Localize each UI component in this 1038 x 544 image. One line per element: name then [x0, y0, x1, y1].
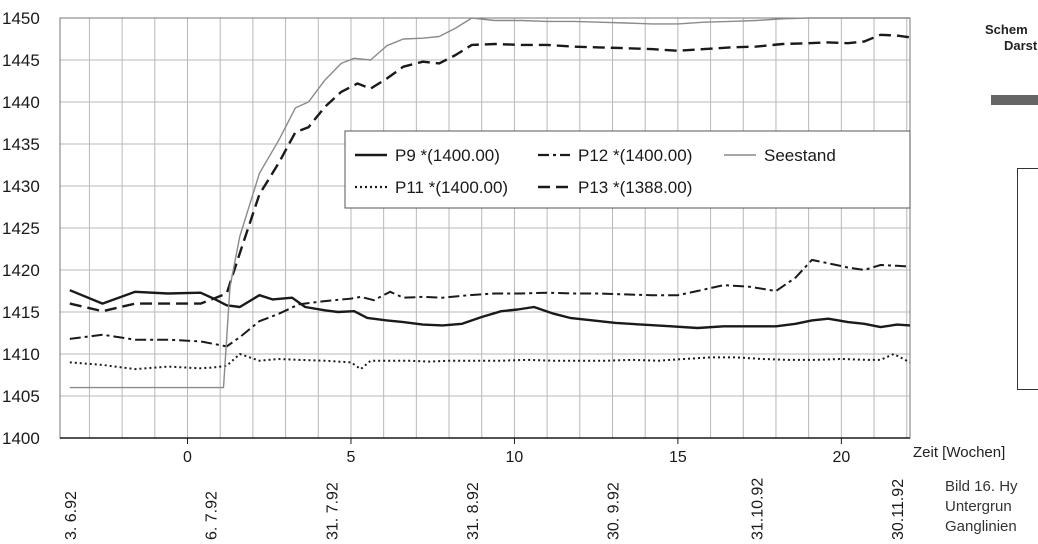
y-tick-label: 1415 — [2, 303, 40, 322]
caption-line-1: Bild 16. Hy — [945, 478, 1018, 495]
date-label: 6. 7.92 — [203, 491, 220, 540]
side-heading-line2: Darst — [1004, 38, 1038, 53]
y-tick-label: 1410 — [2, 345, 40, 364]
date-label: 3. 6.92 — [63, 491, 80, 540]
series-line — [69, 289, 911, 330]
date-label: 31.10.92 — [749, 478, 766, 540]
series-line — [69, 33, 911, 313]
chart-legend: P9 *(1400.00) P12 *(1400.00) Seestand P11 *… — [344, 130, 911, 209]
caption-line-2: Untergrun — [945, 498, 1012, 515]
side-heading-line1: Schem — [985, 22, 1028, 37]
chart-axes: 1400 1405 1410 1415 1420 1425 1430 1435 1440 1445… — [2, 9, 911, 466]
series-line — [69, 353, 911, 371]
y-tick-label: 1425 — [2, 219, 40, 238]
date-label: 31. 7.92 — [324, 482, 341, 540]
y-tick-label: 1405 — [2, 387, 40, 406]
legend-label: P12 *(1400.00) — [578, 146, 692, 165]
date-label: 30. 9.92 — [606, 482, 623, 540]
date-label: 30.11.92 — [890, 479, 907, 540]
y-tick-label: 1420 — [2, 261, 40, 280]
y-tick-label: 1450 — [2, 9, 40, 28]
legend-label: P9 *(1400.00) — [395, 146, 500, 165]
x-tick-label: 0 — [183, 449, 192, 466]
chart-grid — [60, 17, 910, 438]
x-tick-label: 20 — [832, 449, 850, 466]
date-labels: 3. 6.92 6. 7.92 31. 7.92 31. 8.92 30. 9.92 31… — [63, 478, 907, 540]
legend-label: P11 *(1400.00) — [395, 178, 508, 197]
chart-series — [69, 17, 911, 389]
x-tick-label: 5 — [347, 449, 356, 466]
date-label: 31. 8.92 — [465, 482, 482, 540]
legend-box — [344, 130, 911, 209]
schematic-dark-bar — [991, 95, 1038, 105]
schematic-box — [1017, 168, 1038, 390]
x-tick-label: 15 — [669, 449, 687, 466]
x-tick-label: 10 — [506, 449, 524, 466]
y-tick-label: 1445 — [2, 51, 40, 70]
y-tick-label: 1435 — [2, 135, 40, 154]
time-axis-label: Zeit [Wochen] — [913, 444, 1006, 461]
y-tick-label: 1440 — [2, 93, 40, 112]
series-line — [69, 17, 910, 389]
caption-line-3: Ganglinien — [945, 518, 1017, 535]
legend-label: P13 *(1388.00) — [578, 178, 692, 197]
y-tick-label: 1400 — [2, 429, 40, 448]
legend-label: Seestand — [764, 146, 836, 165]
y-tick-label: 1430 — [2, 177, 40, 196]
